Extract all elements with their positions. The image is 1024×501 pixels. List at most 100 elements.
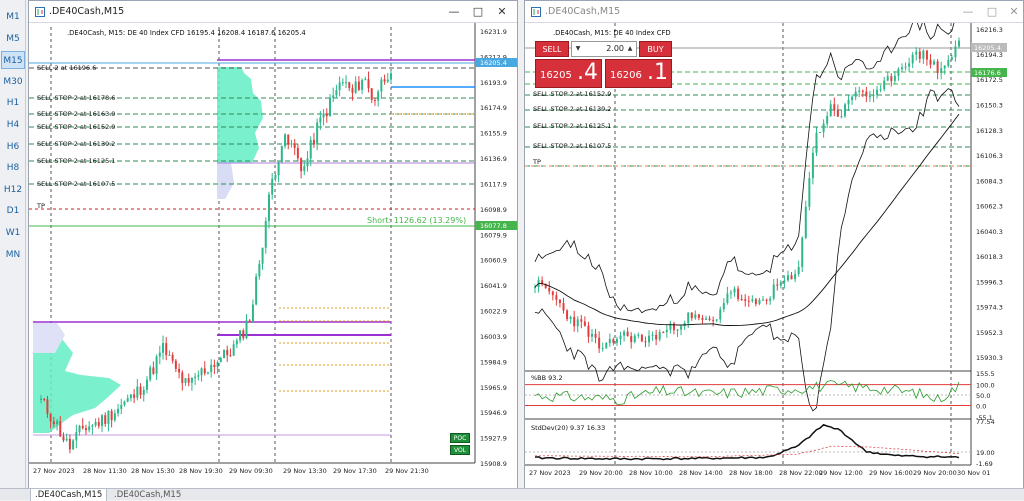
price-chart-canvas[interactable]: 16216.3 16194.3 16172.5 16150.3 16128.3 16106… (525, 9, 1023, 488)
price-candle (261, 247, 264, 264)
price-candle (936, 61, 939, 74)
price-candle (680, 326, 683, 330)
price-candle (947, 59, 950, 66)
time-tick-label: 29 Nov 20:00 (579, 469, 623, 477)
price-candle (380, 79, 383, 92)
timeframe-toolbar: M1 M5 M15 M30 H1 H4 H6 H8 H12 D1 W1 MN (0, 0, 26, 488)
price-candle (68, 438, 71, 450)
bb-indicator-label: %BB 93.2 (531, 374, 563, 382)
price-tick-label: 16098.9 (480, 206, 507, 214)
price-candle (633, 335, 636, 343)
price-chart[interactable]: 16216.3 16194.3 16172.5 16150.3 16128.3 16106… (525, 9, 1023, 490)
minimize-icon[interactable]: — (962, 5, 974, 18)
minimize-icon[interactable]: — (448, 5, 460, 18)
time-tick-label: 27 Nov 2023 (529, 469, 571, 477)
price-candle (274, 175, 277, 179)
price-candle (145, 379, 148, 390)
timeframe-button-m5[interactable]: M5 (6, 33, 20, 44)
poc-badge[interactable]: POC (450, 433, 470, 443)
timeframe-button-h1[interactable]: H1 (6, 98, 20, 109)
timeframe-button-mn[interactable]: MN (5, 249, 21, 260)
volume-profile-bottom-light (33, 323, 65, 353)
price-candle (40, 398, 42, 400)
close-icon[interactable]: ✕ (1009, 5, 1019, 18)
time-tick-label: 29 Nov 20:00 (913, 469, 957, 477)
price-candle (174, 360, 177, 369)
timeframe-button-m30[interactable]: M30 (3, 76, 23, 87)
chart-window-left[interactable]: .DE40Cash,M15 — □ ✕ 16231.9 16212.9 16193.… (28, 0, 518, 488)
price-tick-label: 16155.9 (480, 130, 507, 138)
order-label: TP (36, 202, 45, 210)
timeframe-button-m15[interactable]: M15 (1, 51, 25, 70)
timeframe-button-w1[interactable]: W1 (5, 228, 21, 238)
timeframe-button-h8[interactable]: H8 (6, 163, 20, 174)
order-label: SELL STOP 2 at 16163.9 (37, 110, 115, 118)
tab-chart-2[interactable]: .DE40Cash,M15 (114, 490, 182, 500)
lot-decrease-icon[interactable]: ▼ (575, 45, 581, 52)
price-candle (126, 398, 129, 402)
tp-price-tag (475, 221, 517, 230)
buy-price-button[interactable]: 16206 .1 (605, 59, 672, 88)
price-candle (583, 321, 586, 326)
price-tick-label: 16018.3 (976, 253, 1003, 261)
vol-badge[interactable]: VOL (450, 445, 470, 455)
price-candle (933, 61, 936, 65)
price-candle (833, 104, 836, 111)
price-candle (229, 355, 232, 357)
maximize-icon[interactable]: □ (472, 5, 484, 18)
price-candle (200, 368, 203, 376)
price-candle (300, 158, 303, 172)
price-candle (758, 299, 761, 304)
price-candle (929, 59, 932, 65)
price-tick-label: 16231.9 (480, 28, 507, 36)
price-candle (129, 394, 132, 399)
price-chart-canvas[interactable]: 16231.9 16212.9 16193.9 16174.9 16155.9 16136… (29, 23, 517, 488)
time-tick-label: 27 Nov 2023 (33, 467, 75, 475)
price-tick-label: 16174.9 (480, 104, 507, 112)
price-candle (598, 337, 601, 349)
lot-size-value[interactable]: 2.00 (606, 44, 624, 53)
timeframe-button-h12[interactable]: H12 (3, 184, 23, 195)
timeframe-button-h6[interactable]: H6 (6, 141, 20, 152)
window-title: .DE40Cash,M15 (49, 6, 125, 17)
tab-chart-1[interactable]: .DE40Cash,M15 (30, 489, 108, 501)
timeframe-button-m1[interactable]: M1 (6, 12, 20, 22)
price-candle (762, 299, 765, 301)
maximize-icon[interactable]: □ (986, 5, 998, 18)
order-label: SELL STOP 2 at 16107.5 (533, 142, 611, 150)
price-chart[interactable]: 16231.9 16212.9 16193.9 16174.9 16155.9 16136… (29, 23, 517, 490)
price-candle (152, 367, 155, 374)
price-candle (815, 132, 818, 153)
chart-window-right[interactable]: .DE40Cash,M15 — □ ✕ 16216.3 16194.3 16172.… (524, 0, 1024, 488)
lot-increase-icon[interactable]: ▲ (627, 45, 633, 52)
price-candle (722, 303, 725, 310)
lot-size-stepper[interactable]: ▼ 2.00 ▲ (571, 41, 637, 57)
current-price-tag (971, 43, 1007, 52)
volume-profile-top-low (217, 163, 234, 199)
stddev-indicator-label: StdDev(20) 9.37 16.33 (531, 424, 605, 432)
price-candle (203, 368, 206, 374)
close-icon[interactable]: ✕ (497, 5, 507, 18)
price-candle (701, 317, 704, 320)
price-candle (59, 421, 62, 437)
window-titlebar[interactable]: .DE40Cash,M15 — □ ✕ (525, 1, 1023, 23)
sell-price-button[interactable]: 16205 .4 (535, 59, 602, 88)
buy-button[interactable]: BUY (639, 41, 672, 57)
price-candle (149, 367, 152, 380)
price-candle (591, 333, 594, 337)
chart-tabs: .DE40Cash,M15 .DE40Cash,M15 (0, 488, 1024, 501)
price-candle (97, 421, 100, 426)
price-tick-label: 16079.9 (480, 231, 507, 239)
sell-button[interactable]: SELL (535, 41, 569, 57)
timeframe-button-h4[interactable]: H4 (6, 120, 20, 130)
price-candle (219, 358, 222, 363)
price-candle (296, 147, 299, 159)
window-titlebar[interactable]: .DE40Cash,M15 — □ ✕ (29, 1, 517, 23)
price-candle (651, 334, 654, 336)
price-candle (142, 389, 145, 395)
price-candle (943, 65, 946, 69)
timeframe-button-d1[interactable]: D1 (6, 206, 20, 217)
price-candle (94, 421, 97, 426)
price-candle (345, 82, 348, 84)
